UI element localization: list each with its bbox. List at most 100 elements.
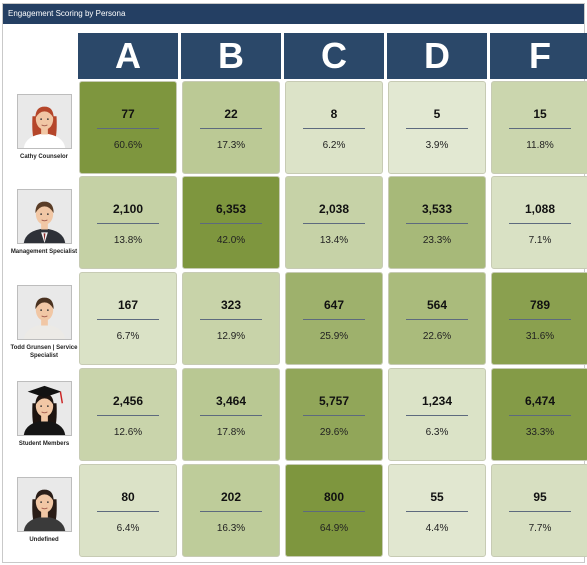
cell-percent: 31.6% — [525, 331, 555, 342]
cell-percent: 6.3% — [425, 427, 449, 438]
heatmap-cell: 3,464 17.8% — [182, 368, 280, 461]
cell-percent: 12.6% — [113, 427, 143, 438]
cell-divider — [97, 415, 159, 416]
cell-divider — [509, 128, 571, 129]
heatmap-cell: 6,353 42.0% — [182, 176, 280, 269]
cell-count: 77 — [121, 107, 135, 121]
heatmap-cell: 167 6.7% — [79, 272, 177, 365]
cell-percent: 42.0% — [216, 235, 246, 246]
heatmap-cell: 647 25.9% — [285, 272, 383, 365]
cell-count: 789 — [529, 298, 551, 312]
cell-count: 2,456 — [112, 394, 144, 408]
cell-percent: 4.4% — [425, 523, 449, 534]
cell-divider — [509, 511, 571, 512]
column-header-c: C — [284, 33, 384, 79]
heatmap-cell: 1,234 6.3% — [388, 368, 486, 461]
cell-count: 5 — [433, 107, 441, 121]
cell-count: 15 — [533, 107, 547, 121]
cell-percent: 7.1% — [528, 235, 552, 246]
persona-label: Todd Grunsen | Service Specialist — [10, 345, 78, 359]
cell-divider — [406, 128, 468, 129]
cell-count: 323 — [220, 298, 242, 312]
cell-count: 202 — [220, 490, 242, 504]
cell-divider — [303, 223, 365, 224]
heatmap-cell: 80 6.4% — [79, 464, 177, 557]
cell-percent: 17.8% — [216, 427, 246, 438]
cell-percent: 29.6% — [319, 427, 349, 438]
graduate-avatar — [17, 381, 72, 436]
column-header-f: F — [490, 33, 587, 79]
cell-count: 167 — [117, 298, 139, 312]
cell-divider — [303, 511, 365, 512]
persona-label: Student Members — [18, 441, 70, 447]
cell-percent: 13.8% — [113, 235, 143, 246]
heatmap-cell: 22 17.3% — [182, 81, 280, 174]
cell-divider — [97, 223, 159, 224]
column-header-b: B — [181, 33, 281, 79]
woman-red-hair-avatar — [17, 94, 72, 149]
heatmap-cell: 323 12.9% — [182, 272, 280, 365]
heatmap-cell: 95 7.7% — [491, 464, 587, 557]
heatmap-cell: 2,038 13.4% — [285, 176, 383, 269]
cell-count: 564 — [426, 298, 448, 312]
cell-divider — [200, 511, 262, 512]
cell-divider — [97, 128, 159, 129]
persona-label: Cathy Counselor — [19, 154, 68, 160]
cell-percent: 6.7% — [116, 331, 140, 342]
cell-count: 6,353 — [215, 202, 247, 216]
cell-count: 2,100 — [112, 202, 144, 216]
man-suit-avatar — [17, 189, 72, 244]
engagement-panel: Engagement Scoring by Persona A B C D F Cathy… — [2, 3, 587, 563]
heatmap-cell: 77 60.6% — [79, 81, 177, 174]
heatmap-cell: 202 16.3% — [182, 464, 280, 557]
cell-percent: 64.9% — [319, 523, 349, 534]
cell-count: 3,464 — [215, 394, 247, 408]
heatmap-cell: 55 4.4% — [388, 464, 486, 557]
column-header-d: D — [387, 33, 487, 79]
cell-divider — [509, 319, 571, 320]
cell-divider — [303, 128, 365, 129]
heatmap-cell: 3,533 23.3% — [388, 176, 486, 269]
cell-divider — [406, 415, 468, 416]
cell-divider — [303, 319, 365, 320]
cell-divider — [200, 128, 262, 129]
heatmap-cell: 789 31.6% — [491, 272, 587, 365]
heatmap-cell: 15 11.8% — [491, 81, 587, 174]
cell-percent: 25.9% — [319, 331, 349, 342]
heatmap-cell: 1,088 7.1% — [491, 176, 587, 269]
cell-percent: 22.6% — [422, 331, 452, 342]
cell-divider — [406, 511, 468, 512]
cell-divider — [97, 511, 159, 512]
heatmap-cell: 5,757 29.6% — [285, 368, 383, 461]
heatmap-cell: 5 3.9% — [388, 81, 486, 174]
man-casual-avatar — [17, 285, 72, 340]
cell-percent: 60.6% — [113, 140, 143, 151]
cell-percent: 13.4% — [319, 235, 349, 246]
cell-divider — [406, 319, 468, 320]
cell-divider — [303, 415, 365, 416]
column-header-a: A — [78, 33, 178, 79]
cell-count: 22 — [224, 107, 238, 121]
cell-count: 1,234 — [421, 394, 453, 408]
panel-title: Engagement Scoring by Persona — [3, 4, 584, 24]
cell-count: 80 — [121, 490, 135, 504]
cell-count: 3,533 — [421, 202, 453, 216]
cell-divider — [200, 319, 262, 320]
cell-divider — [200, 415, 262, 416]
cell-percent: 17.3% — [216, 140, 246, 151]
cell-percent: 16.3% — [216, 523, 246, 534]
heatmap-cell: 564 22.6% — [388, 272, 486, 365]
heatmap-cell: 6,474 33.3% — [491, 368, 587, 461]
woman-dark-hair-avatar — [17, 477, 72, 532]
cell-count: 95 — [533, 490, 547, 504]
heatmap-cell: 8 6.2% — [285, 81, 383, 174]
cell-count: 1,088 — [524, 202, 556, 216]
cell-count: 5,757 — [318, 394, 350, 408]
cell-divider — [509, 415, 571, 416]
cell-percent: 6.4% — [116, 523, 140, 534]
cell-divider — [406, 223, 468, 224]
cell-percent: 23.3% — [422, 235, 452, 246]
heatmap-cell: 2,100 13.8% — [79, 176, 177, 269]
cell-divider — [97, 319, 159, 320]
cell-percent: 6.2% — [322, 140, 346, 151]
